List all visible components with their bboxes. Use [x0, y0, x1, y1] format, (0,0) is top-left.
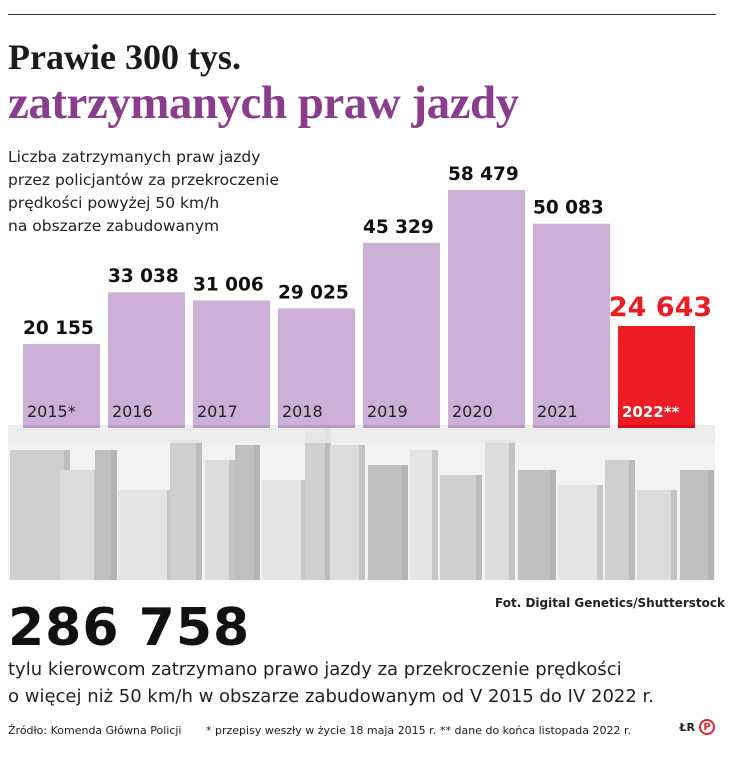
chart-subtitle: Liczba zatrzymanych praw jazdy przez pol…	[8, 146, 338, 238]
value-label: 31 006	[193, 274, 264, 295]
building-shadow	[629, 460, 635, 580]
building	[262, 480, 307, 580]
building	[518, 470, 556, 580]
bar	[448, 190, 525, 425]
title-line-1: Prawie 300 tys.	[8, 37, 241, 77]
value-label: 50 083	[533, 198, 604, 219]
bar-base	[108, 425, 185, 428]
bar-base	[533, 425, 610, 428]
bar-base	[363, 425, 440, 428]
building-shadow	[301, 480, 307, 580]
bar-base	[193, 425, 270, 428]
category-label: 2020	[452, 402, 493, 421]
bar	[618, 325, 695, 425]
value-label: 29 025	[278, 282, 349, 303]
bar-base	[448, 425, 525, 428]
city-skyline-illustration	[8, 420, 715, 580]
bar	[363, 242, 440, 425]
top-rule	[8, 14, 716, 15]
category-label: 2022**	[622, 403, 680, 421]
category-label: 2021	[537, 402, 578, 421]
building	[558, 485, 603, 580]
bar-chart: 20 155 2015* 33 038 2016 31 006 2017 29 025 201…	[8, 164, 715, 580]
publisher-logo: ŁR P	[679, 719, 715, 735]
building-shadow	[402, 465, 408, 580]
building-shadow	[359, 445, 365, 580]
category-label: 2015*	[27, 402, 76, 421]
building	[637, 490, 677, 580]
building-shadow	[254, 445, 260, 580]
subtitle-line: na obszarze zabudowanym	[8, 217, 220, 235]
building-shadow	[671, 490, 677, 580]
building-shadow	[550, 470, 556, 580]
logo-text: ŁR	[679, 720, 695, 734]
bars-group: 20 155 2015* 33 038 2016 31 006 2017 29 025 201…	[23, 164, 712, 428]
subtitle-line: Liczba zatrzymanych praw jazdy	[8, 148, 261, 166]
bar	[533, 223, 610, 425]
bar-base	[23, 425, 100, 428]
summary-description: tylu kierowcom zatrzymano prawo jazdy za…	[8, 656, 654, 710]
category-label: 2016	[112, 402, 153, 421]
category-label: 2019	[367, 402, 408, 421]
skyline-haze	[8, 425, 715, 443]
bar	[193, 300, 270, 425]
bar	[278, 308, 355, 425]
photo-credit: Fot. Digital Genetics/Shutterstock	[495, 596, 725, 610]
building-shadow	[476, 475, 482, 580]
building	[368, 465, 408, 580]
subtitle-line: prędkości powyżej 50 km/h	[8, 194, 220, 212]
title-line-2: zatrzymanych praw jazdy	[8, 77, 519, 129]
building-shadow	[509, 440, 515, 580]
building	[118, 490, 173, 580]
bar-base	[618, 425, 695, 428]
value-label: 20 155	[23, 318, 94, 339]
source-note: Źródło: Komenda Główna Policji	[8, 724, 182, 737]
total-number: 286 758	[8, 598, 251, 658]
category-label: 2018	[282, 402, 323, 421]
footnote-2: ** dane do końca listopada 2022 r.	[440, 724, 631, 737]
value-label: 58 479	[448, 164, 519, 185]
category-label: 2017	[197, 402, 238, 421]
bar	[108, 292, 185, 425]
building-shadow	[229, 460, 235, 580]
building-shadow	[597, 485, 603, 580]
footnote-1: * przepisy weszły w życie 18 maja 2015 r…	[206, 724, 437, 737]
description-line: tylu kierowcom zatrzymano prawo jazdy za…	[8, 659, 622, 680]
building-shadow	[432, 450, 438, 580]
subtitle-line: przez policjantów za przekroczenie	[8, 171, 279, 189]
bar	[23, 344, 100, 425]
building	[60, 470, 100, 580]
bar-base	[278, 425, 355, 428]
building-shadow	[325, 420, 331, 580]
building-shadow	[196, 440, 202, 580]
value-label: 33 038	[108, 266, 179, 287]
building-shadow	[708, 470, 714, 580]
building	[440, 475, 482, 580]
building-shadow	[111, 450, 117, 580]
value-label: 24 643	[609, 292, 712, 323]
value-label: 45 329	[363, 217, 434, 238]
copyright-p-icon: P	[699, 719, 715, 735]
description-line: o więcej niż 50 km/h w obszarze zabudowa…	[8, 686, 655, 707]
